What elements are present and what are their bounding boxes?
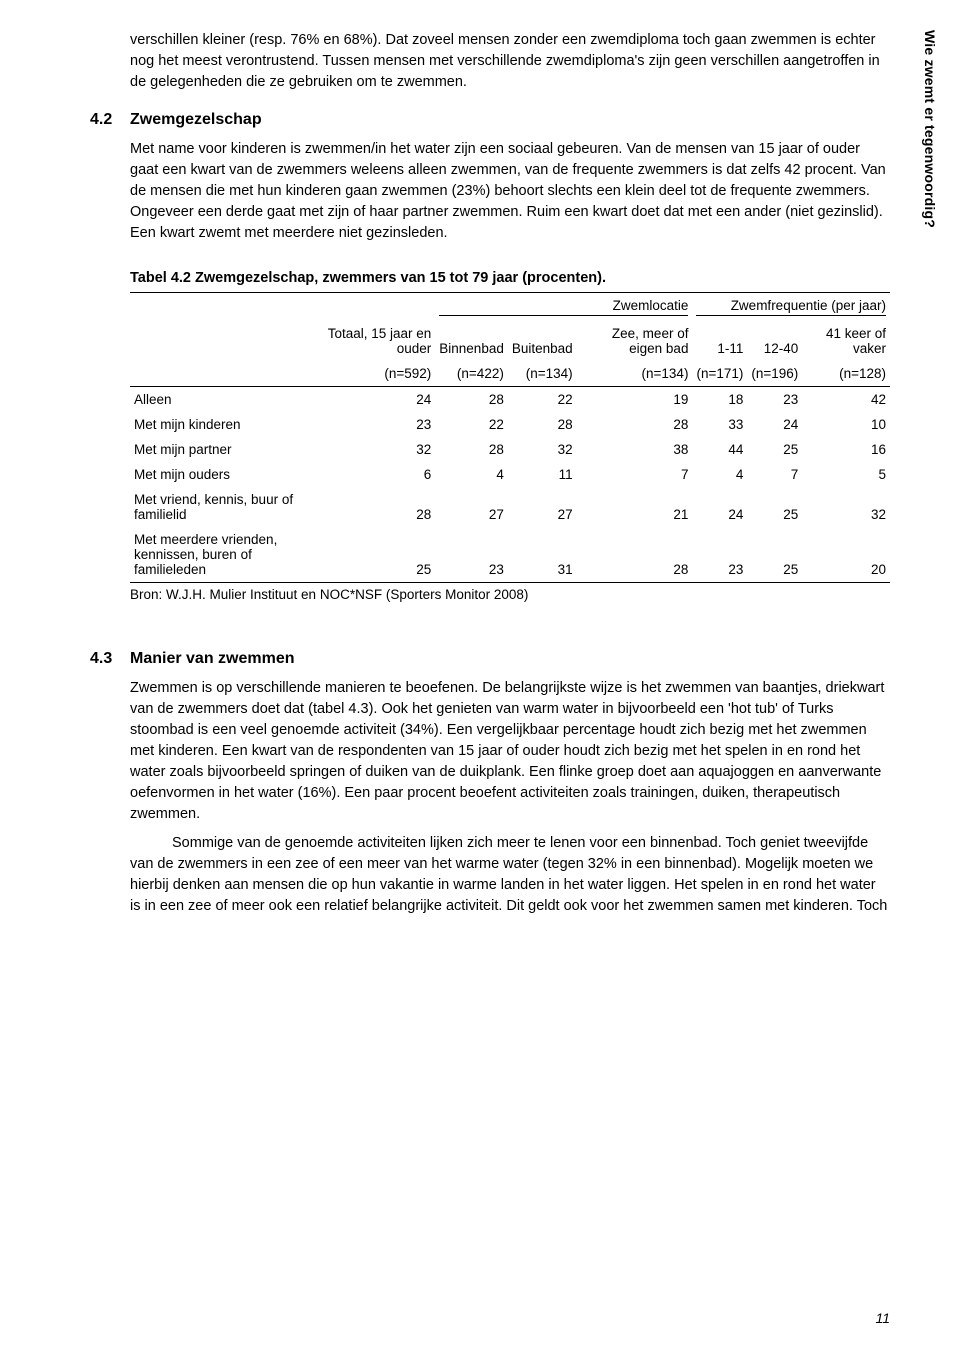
section-number: 4.2 <box>90 111 130 129</box>
table-cell: 4 <box>435 462 508 487</box>
table-cell: 6 <box>318 462 435 487</box>
table-cell: 24 <box>318 387 435 413</box>
table-col-header-row: Totaal, 15 jaar en ouder Binnenbad Buite… <box>130 321 890 361</box>
section-4-2-heading: 4.2 Zwemgezelschap <box>90 111 890 129</box>
table-row-label: Met vriend, kennis, buur of familielid <box>130 487 318 527</box>
table-cell: 28 <box>508 412 577 437</box>
table-cell: 28 <box>318 487 435 527</box>
table-row: Met mijn ouders64117475 <box>130 462 890 487</box>
section-4-2-paragraph: Met name voor kinderen is zwemmen/in het… <box>130 139 890 244</box>
table-cell: 31 <box>508 527 577 583</box>
table-cell: (n=592) <box>318 361 435 387</box>
table-cell: 28 <box>577 412 693 437</box>
table-n-row: (n=592) (n=422) (n=134) (n=134) (n=171) … <box>130 361 890 387</box>
table-4-2-title: Tabel 4.2 Zwemgezelschap, zwemmers van 1… <box>130 270 890 286</box>
table-cell: 28 <box>435 387 508 413</box>
table-cell <box>130 361 318 387</box>
table-cell: 4 <box>692 462 747 487</box>
table-cell: (n=422) <box>435 361 508 387</box>
page: Wie zwemt er tegenwoordig? verschillen k… <box>0 0 960 1346</box>
table-row: Alleen24282219182342 <box>130 387 890 413</box>
table-row-label: Met mijn ouders <box>130 462 318 487</box>
table-group-header-freq: Zwemfrequentie (per jaar) <box>692 293 890 322</box>
table-cell: (n=196) <box>747 361 802 387</box>
table-header-cell: Binnenbad <box>435 321 508 361</box>
table-header-cell: Zee, meer of eigen bad <box>577 321 693 361</box>
table-row: Met vriend, kennis, buur of familielid28… <box>130 487 890 527</box>
table-cell: 22 <box>508 387 577 413</box>
table-cell: 27 <box>508 487 577 527</box>
table-cell: 7 <box>577 462 693 487</box>
spacer <box>90 602 890 632</box>
table-cell: 33 <box>692 412 747 437</box>
table-cell: 32 <box>318 437 435 462</box>
table-cell: (n=128) <box>802 361 890 387</box>
table-cell: 19 <box>577 387 693 413</box>
table-header-cell: Totaal, 15 jaar en ouder <box>318 321 435 361</box>
table-cell: 25 <box>747 437 802 462</box>
table-cell: (n=134) <box>577 361 693 387</box>
table-cell: 28 <box>577 527 693 583</box>
table-cell: 11 <box>508 462 577 487</box>
table-row: Met mijn kinderen23222828332410 <box>130 412 890 437</box>
table-cell: 25 <box>747 487 802 527</box>
table-cell: 32 <box>508 437 577 462</box>
page-number: 11 <box>875 1310 890 1326</box>
table-cell: 44 <box>692 437 747 462</box>
table-4-2: Zwemlocatie Zwemfrequentie (per jaar) To… <box>130 292 890 583</box>
section-4-2-body: Met name voor kinderen is zwemmen/in het… <box>130 139 890 244</box>
table-cell: 10 <box>802 412 890 437</box>
table-cell: 18 <box>692 387 747 413</box>
table-cell: (n=171) <box>692 361 747 387</box>
table-cell: 22 <box>435 412 508 437</box>
table-cell: 28 <box>435 437 508 462</box>
table-row: Met meerdere vrienden, kennissen, buren … <box>130 527 890 583</box>
side-running-title: Wie zwemt er tegenwoordig? <box>922 30 938 228</box>
table-cell: (n=134) <box>508 361 577 387</box>
table-group-header-row: Zwemlocatie Zwemfrequentie (per jaar) <box>130 293 890 322</box>
table-header-cell: 12-40 <box>747 321 802 361</box>
table-cell <box>130 293 318 322</box>
section-number: 4.3 <box>90 650 130 668</box>
table-cell: 16 <box>802 437 890 462</box>
intro-paragraph: verschillen kleiner (resp. 76% en 68%). … <box>130 30 890 93</box>
table-cell: 7 <box>747 462 802 487</box>
table-row-label: Alleen <box>130 387 318 413</box>
table-cell <box>318 293 435 322</box>
table-cell: 38 <box>577 437 693 462</box>
table-cell: 23 <box>318 412 435 437</box>
table-cell: 24 <box>747 412 802 437</box>
section-4-3-paragraph-2: Sommige van de genoemde activiteiten lij… <box>130 833 890 917</box>
table-cell: 5 <box>802 462 890 487</box>
table-source: Bron: W.J.H. Mulier Instituut en NOC*NSF… <box>130 587 890 602</box>
table-cell: 27 <box>435 487 508 527</box>
table-cell: 24 <box>692 487 747 527</box>
table-header-cell: 41 keer of vaker <box>802 321 890 361</box>
table-cell: 23 <box>692 527 747 583</box>
section-4-3-heading: 4.3 Manier van zwemmen <box>90 650 890 668</box>
table-row-label: Met mijn partner <box>130 437 318 462</box>
section-4-3-body: Zwemmen is op verschillende manieren te … <box>130 678 890 917</box>
table-header-cell <box>130 321 318 361</box>
section-title: Zwemgezelschap <box>130 111 262 129</box>
section-title: Manier van zwemmen <box>130 650 295 668</box>
section-4-3-paragraph-1: Zwemmen is op verschillende manieren te … <box>130 678 890 825</box>
table-cell: 23 <box>747 387 802 413</box>
table-cell: 20 <box>802 527 890 583</box>
table-row: Met mijn partner32283238442516 <box>130 437 890 462</box>
table-cell: 25 <box>747 527 802 583</box>
table-row-label: Met mijn kinderen <box>130 412 318 437</box>
intro-block: verschillen kleiner (resp. 76% en 68%). … <box>130 30 890 93</box>
table-cell: 32 <box>802 487 890 527</box>
table-group-header-loc: Zwemlocatie <box>435 293 692 322</box>
table-cell: 23 <box>435 527 508 583</box>
table-cell: 25 <box>318 527 435 583</box>
table-cell: 42 <box>802 387 890 413</box>
table-header-cell: 1-11 <box>692 321 747 361</box>
table-row-label: Met meerdere vrienden, kennissen, buren … <box>130 527 318 583</box>
table-header-cell: Buitenbad <box>508 321 577 361</box>
table-cell: 21 <box>577 487 693 527</box>
